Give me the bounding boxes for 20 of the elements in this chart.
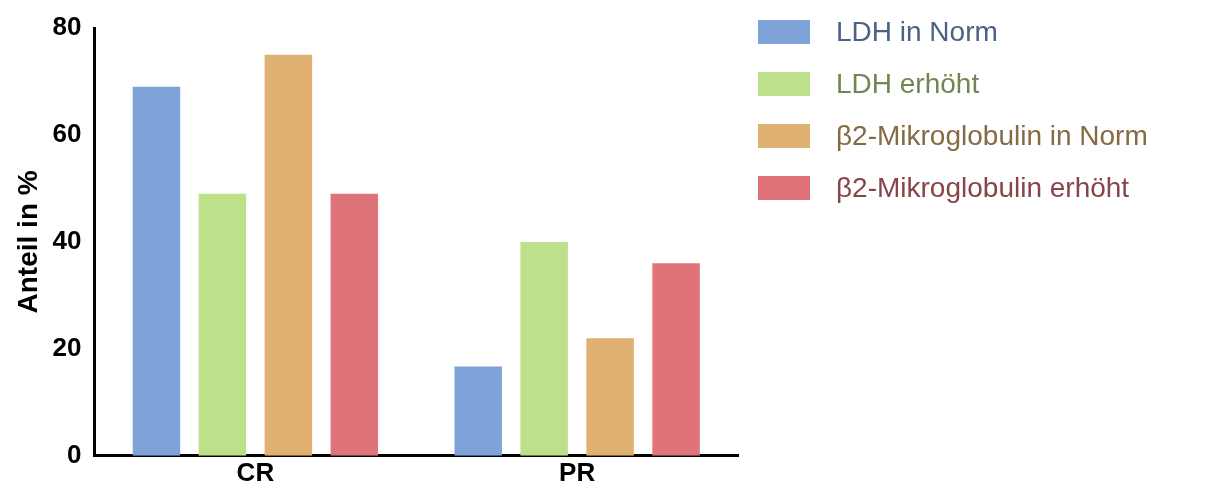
bar bbox=[198, 193, 247, 456]
bar bbox=[132, 86, 181, 456]
y-tick-label: 0 bbox=[67, 438, 82, 469]
legend-label: β2-Mikroglobulin erhöht bbox=[836, 172, 1130, 204]
bar bbox=[454, 366, 502, 456]
bar bbox=[652, 263, 700, 456]
bar bbox=[264, 54, 313, 456]
y-tick-label: 40 bbox=[52, 225, 82, 256]
bar bbox=[520, 241, 568, 456]
y-tick-label: 60 bbox=[52, 118, 82, 149]
y-axis-title: Anteil in % bbox=[11, 170, 43, 314]
legend-label: LDH in Norm bbox=[836, 16, 998, 48]
bar bbox=[586, 338, 634, 456]
y-tick-label: 80 bbox=[52, 11, 82, 42]
legend-label: β2-Mikroglobulin in Norm bbox=[836, 120, 1148, 152]
x-tick-label: PR bbox=[559, 456, 596, 487]
legend-label: LDH erhöht bbox=[836, 68, 980, 100]
y-tick-label: 20 bbox=[52, 332, 82, 363]
x-tick-label: CR bbox=[236, 456, 275, 487]
bar bbox=[330, 193, 379, 456]
